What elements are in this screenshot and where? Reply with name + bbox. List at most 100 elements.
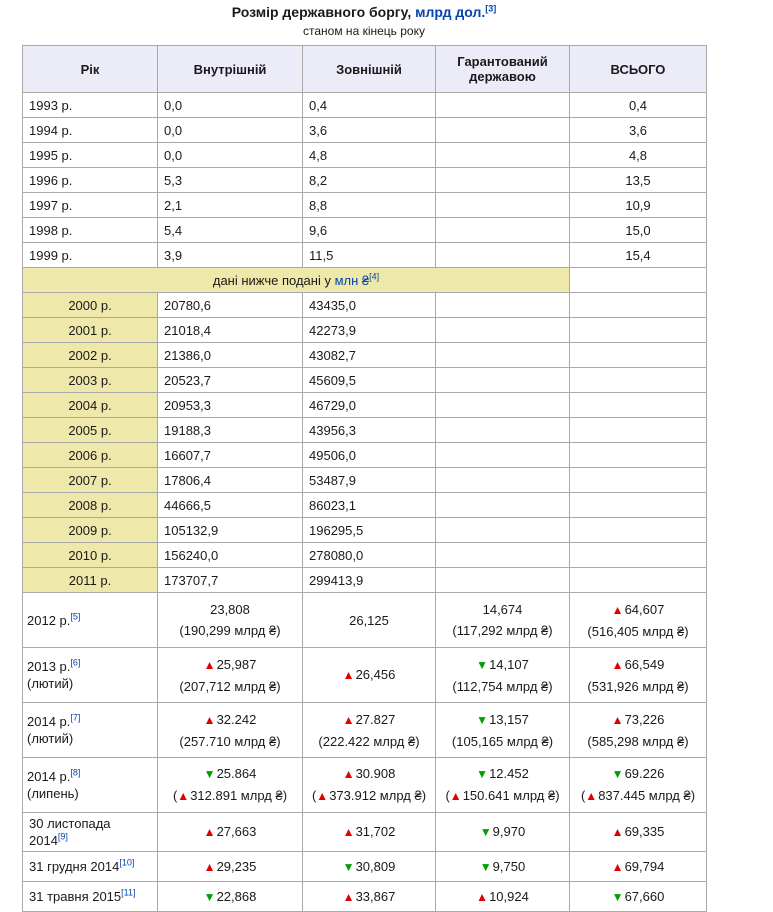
value-subline: (▲150.641 млрд ₴) [445,788,560,803]
table-row: 2014 р.[8] (липень) ▼25.864 (▲312.891 млрд … [22,757,707,813]
value-cell: ▲32.242 (257.710 млрд ₴) [157,702,303,758]
value-text: 30,809 [355,858,396,874]
reference-link-3[interactable]: [3] [485,3,497,14]
table-row: 2012 р.[5] 23,808 (190,299 млрд ₴) 26,125 14… [22,592,707,648]
sub-text: 312.891 млрд ₴ [190,788,283,803]
year-text: 2012 р. [27,612,71,628]
value-subline: (257.710 млрд ₴) [179,733,281,749]
external-cell: 8,2 [302,167,436,193]
value-text: 73,226 [624,711,665,727]
value-line: ▼22,868 [164,887,296,907]
table-row: 2008 р. 44666,5 86023,1 [22,492,707,518]
reference-link[interactable]: [10] [119,857,135,868]
total-cell [569,317,707,343]
value-cell: ▲27,663 [157,812,303,852]
year-cell: 2001 р. [22,317,158,343]
year-cell: 1994 р. [22,117,158,143]
external-cell: 0,4 [302,92,436,118]
table-row: 1999 р. 3,9 11,5 15,4 [22,242,707,268]
trend-up-icon: ▲ [342,767,355,781]
year-cell: 1998 р. [22,217,158,243]
sub-text: 190,299 млрд ₴ [183,623,277,638]
value-line: ▲69,794 [576,857,700,877]
trend-up-icon: ▲ [316,789,329,803]
reference-link[interactable]: [5] [70,611,81,622]
guaranteed-cell [435,567,570,593]
value-text: 69.226 [624,766,665,781]
year-text: 2014 р. [27,714,71,729]
guaranteed-cell [435,217,570,243]
reference-link[interactable]: [6] [70,657,81,668]
trend-up-icon: ▲ [342,889,355,904]
guaranteed-cell [435,367,570,393]
value-cell: ▲31,702 [302,812,436,852]
internal-cell: 5,3 [157,167,303,193]
table-row: 31 травня 2015[11] ▼22,868 ▲33,867 ▲10,924 ▼… [22,881,707,912]
value-cell: ▲64,607 (516,405 млрд ₴) [569,592,707,648]
total-cell [569,442,707,468]
year-cell: 2004 р. [22,392,158,418]
trend-down-icon: ▼ [476,657,489,672]
year-line: 31 грудня 2014[10] [29,858,151,875]
external-cell: 9,6 [302,217,436,243]
year-cell: 2011 р. [22,567,158,593]
reference-link-4[interactable]: [4] [369,271,380,282]
external-cell: 3,6 [302,117,436,143]
value-text: 32.242 [216,711,257,727]
total-cell: 13,5 [569,167,707,193]
trend-up-icon: ▲ [611,712,624,727]
value-text: 69,794 [624,858,665,874]
total-cell: 15,4 [569,242,707,268]
value-cell: ▼30,809 [302,851,436,882]
guaranteed-cell [435,342,570,368]
trend-up-icon: ▲ [611,859,624,874]
year-cell: 2009 р. [22,517,158,543]
total-cell [569,567,707,593]
total-cell [569,542,707,568]
value-text: 13,157 [489,711,529,727]
trend-down-icon: ▼ [479,825,492,839]
value-cell: ▲26,456 [302,647,436,703]
external-cell: 278080,0 [302,542,436,568]
unit-band-cell: дані нижче подані у млн ₴[4] [22,267,570,293]
column-header-guaranteed: Гарантований державою [435,45,570,93]
trend-up-icon: ▲ [342,712,355,727]
value-line: ▲33,867 [309,887,429,907]
value-line: ▲10,924 [442,887,563,907]
table-row: 2011 р. 173707,7 299413,9 [22,567,707,593]
year-cell: 2002 р. [22,342,158,368]
value-text: 9,750 [492,858,526,874]
external-cell: 46729,0 [302,392,436,418]
trend-down-icon: ▼ [476,767,489,781]
unit-link[interactable]: млн ₴ [334,272,370,288]
trend-down-icon: ▼ [203,889,216,904]
page-title: Розмір державного боргу, млрд дол.[3] [22,0,706,23]
internal-cell: 5,4 [157,217,303,243]
guaranteed-cell [435,467,570,493]
value-cell: ▼25.864 (▲312.891 млрд ₴) [157,757,303,813]
reference-link[interactable]: [7] [70,712,81,723]
reference-link[interactable]: [9] [57,831,68,842]
reference-link[interactable]: [11] [121,887,136,898]
year-cell: 1999 р. [22,242,158,268]
value-cell: 23,808 (190,299 млрд ₴) [157,592,303,648]
year-text: 30 листопада 2014 [29,816,111,848]
title-unit-link[interactable]: млрд дол. [415,4,486,20]
table-row: 2010 р. 156240,0 278080,0 [22,542,707,568]
year-line: 31 травня 2015[11] [29,888,151,905]
external-cell: 11,5 [302,242,436,268]
value-line: ▲32.242 [162,710,298,730]
total-cell: 15,0 [569,217,707,243]
value-text: 30.908 [355,766,396,781]
total-cell [569,392,707,418]
internal-cell: 21386,0 [157,342,303,368]
value-cell: ▼9,970 [435,812,570,852]
internal-cell: 0,0 [157,142,303,168]
table-row: 2001 р. 21018,4 42273,9 [22,317,707,343]
value-text: 29,235 [216,858,257,874]
table-row: 1995 р. 0,0 4,8 4,8 [22,142,707,168]
value-cell: ▼13,157 (105,165 млрд ₴) [435,702,570,758]
value-text: 26,456 [355,667,396,682]
value-cell: ▲10,924 [435,881,570,912]
reference-link[interactable]: [8] [70,767,81,778]
